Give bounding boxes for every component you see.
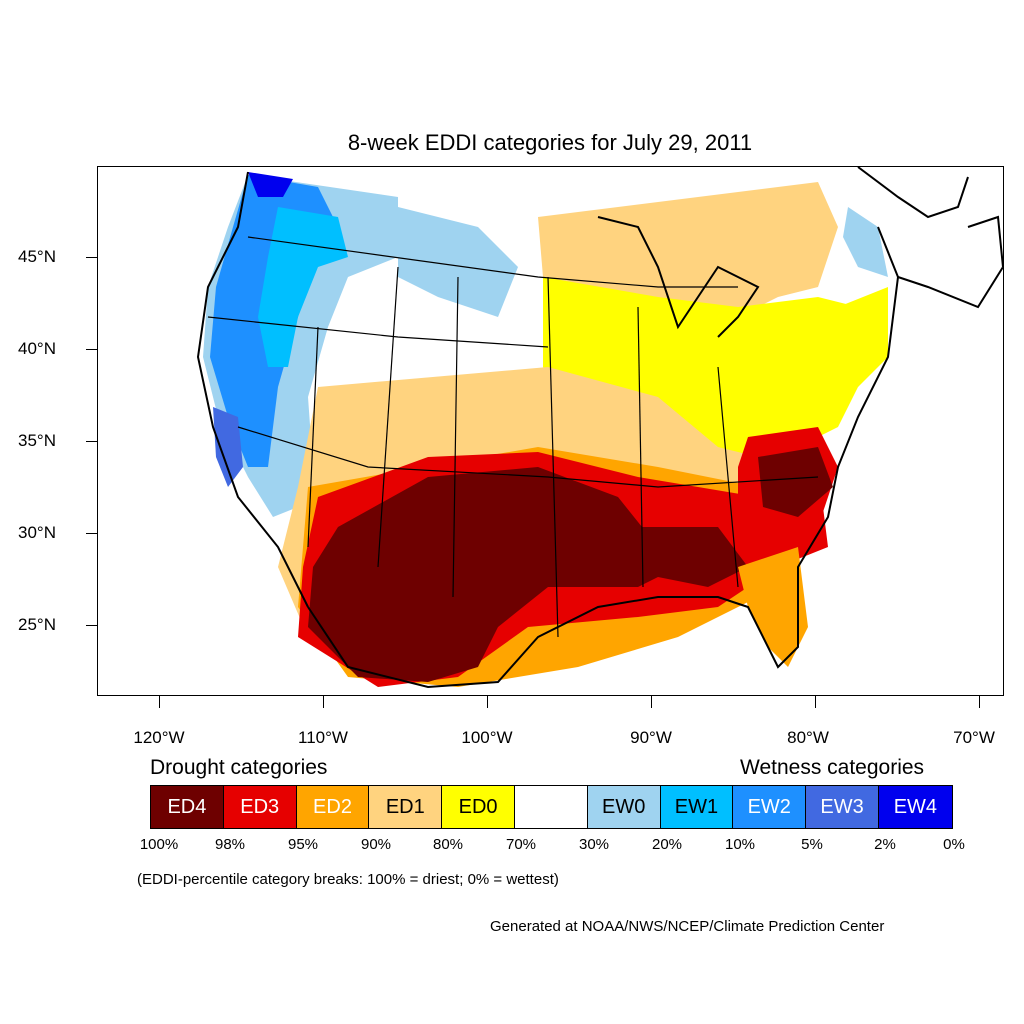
legend-box-ed0: ED0 xyxy=(442,786,515,828)
pct-break-label: 80% xyxy=(432,836,464,853)
lat-tick xyxy=(86,257,97,258)
lat-label-45n: 45°N xyxy=(18,247,56,266)
pct-break-label: 2% xyxy=(874,836,896,853)
lat-tick xyxy=(86,625,97,626)
pct-break-label: 98% xyxy=(214,836,246,853)
eddi-map xyxy=(196,167,1003,689)
pct-break-label: 10% xyxy=(724,836,756,853)
legend-box-ew0: EW0 xyxy=(587,786,661,828)
lat-label-40n: 40°N xyxy=(18,339,56,358)
lon-label-90w: 90°W xyxy=(630,728,672,747)
pct-break-label: 5% xyxy=(801,836,823,853)
pct-break-label: 30% xyxy=(578,836,610,853)
legend-box-ew1: EW1 xyxy=(660,786,734,828)
lat-tick xyxy=(86,533,97,534)
state-borders xyxy=(207,236,819,638)
pct-break-label: 90% xyxy=(360,836,392,853)
region-pacific-ew1 xyxy=(258,207,348,367)
legend-box-ed2: ED2 xyxy=(296,786,370,828)
lon-label-100w: 100°W xyxy=(461,728,513,747)
region-florida-ed2 xyxy=(738,547,808,667)
lon-tick xyxy=(323,696,324,708)
legend-box-ew3: EW3 xyxy=(806,786,879,828)
legend-box-ew2: EW2 xyxy=(733,786,807,828)
region-southeast-ed4 xyxy=(758,447,833,517)
lon-tick xyxy=(979,696,980,708)
lat-label-25n: 25°N xyxy=(18,615,56,634)
lat-label-35n: 35°N xyxy=(18,431,56,450)
region-new-england-ed0 xyxy=(838,287,888,387)
lon-label-70w: 70°W xyxy=(953,728,995,747)
lon-tick xyxy=(159,696,160,708)
pct-break-label: 0% xyxy=(943,836,965,853)
lat-tick xyxy=(86,349,97,350)
region-maine-ew xyxy=(843,207,888,277)
wetness-categories-heading: Wetness categories xyxy=(740,756,925,779)
lon-label-80w: 80°W xyxy=(787,728,829,747)
legend-box-ed3: ED3 xyxy=(223,786,297,828)
lat-tick xyxy=(86,441,97,442)
map-panel xyxy=(97,166,1004,696)
category-break-note: (EDDI-percentile category breaks: 100% =… xyxy=(137,871,559,888)
pct-break-label: 70% xyxy=(505,836,537,853)
coastline xyxy=(196,167,1003,689)
region-northern-plains-ew0 xyxy=(398,207,518,317)
lon-label-110w: 110°W xyxy=(298,728,348,747)
lon-label-120w: 120°W xyxy=(133,728,185,747)
legend-box-normal xyxy=(514,786,588,828)
legend-box-ew4: EW4 xyxy=(878,786,952,828)
map-title: 8-week EDDI categories for July 29, 2011 xyxy=(347,130,753,155)
region-gulf-ed4 xyxy=(618,527,748,587)
lon-tick xyxy=(487,696,488,708)
drought-categories-heading: Drought categories xyxy=(150,756,328,779)
category-legend: ED4 ED3 ED2 ED1 ED0 EW0 EW1 EW2 EW3 EW4 xyxy=(150,785,953,829)
lat-label-30n: 30°N xyxy=(18,523,56,542)
region-nw-corner-ew4 xyxy=(248,172,293,197)
legend-box-ed1: ED1 xyxy=(369,786,443,828)
region-southwest-ed4 xyxy=(308,467,678,682)
pct-break-label: 95% xyxy=(287,836,319,853)
legend-box-ed4: ED4 xyxy=(151,786,224,828)
lon-tick xyxy=(815,696,816,708)
pct-break-label: 100% xyxy=(139,836,179,853)
credit-line: Generated at NOAA/NWS/NCEP/Climate Predi… xyxy=(490,918,885,935)
pct-break-label: 20% xyxy=(651,836,683,853)
lon-tick xyxy=(651,696,652,708)
region-ca-ew3 xyxy=(213,407,243,487)
